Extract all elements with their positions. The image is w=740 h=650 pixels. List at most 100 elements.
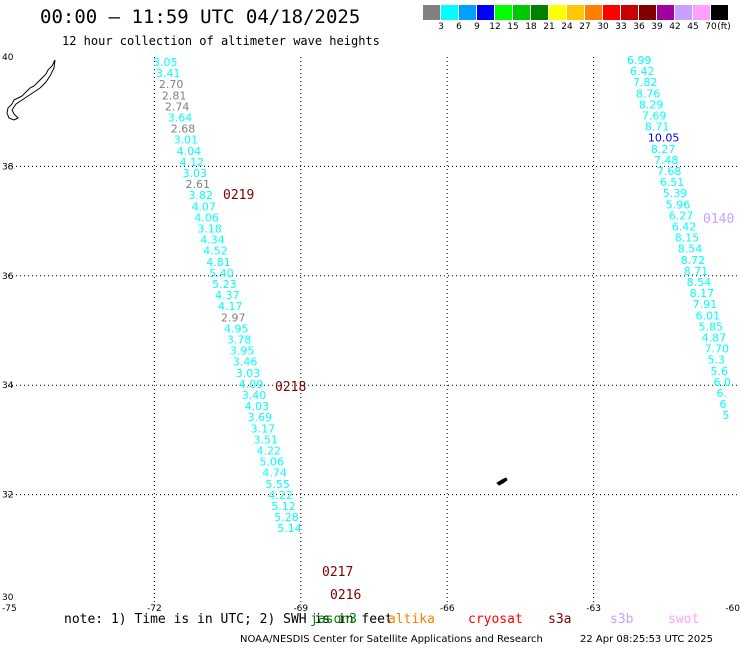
swh-value: 7.48 — [654, 154, 679, 167]
swh-value: 4.34 — [200, 234, 225, 247]
legend-swatch — [603, 5, 620, 20]
swh-value: 8.27 — [651, 143, 676, 156]
swh-value: 3.64 — [168, 112, 193, 125]
swh-value: 3.40 — [242, 389, 267, 402]
swh-value: 4.37 — [215, 289, 240, 302]
page-subtitle: 12 hour collection of altimeter wave hei… — [62, 34, 380, 48]
swh-value: 3.03 — [236, 367, 261, 380]
legend-label: 36 — [633, 22, 645, 32]
satellite-swot: swot — [668, 612, 700, 627]
swh-value: 3.17 — [251, 422, 276, 435]
swh-value: 3.03 — [183, 167, 208, 180]
swh-value: 4.07 — [191, 200, 216, 213]
satellite-jason3: jason3 — [310, 612, 357, 627]
altimeter-tracks: 3.053.412.702.812.743.642.683.014.044.12… — [153, 54, 731, 535]
legend-label: 70 — [705, 22, 717, 32]
swh-value: 7.82 — [633, 76, 658, 89]
swh-value: 4.22 — [257, 445, 282, 458]
legend-swatch — [567, 5, 584, 20]
legend-label: 6 — [456, 22, 462, 32]
swh-value: 8.72 — [681, 254, 706, 267]
legend-swatch — [513, 5, 530, 20]
swh-value: 3.51 — [254, 433, 279, 446]
pass-time-labels: 0219 0218 0217 0216 0140 — [223, 188, 734, 603]
swh-value: 5.40 — [209, 267, 234, 280]
lat-tick-label: 30 — [2, 593, 14, 603]
swh-value: 3.95 — [230, 345, 255, 358]
lon-tick-label: -63 — [586, 604, 601, 614]
legend-swatch — [693, 5, 710, 20]
legend-label: 27 — [579, 22, 591, 32]
swh-value: 5.12 — [271, 500, 296, 513]
swh-value: 4.09 — [239, 378, 263, 391]
swh-value: 3.46 — [233, 356, 258, 369]
swh-value: 2.97 — [221, 311, 246, 324]
legend-label: 3 — [438, 22, 444, 32]
swh-value: 3.41 — [156, 67, 181, 80]
satellite-altika: altika — [388, 612, 435, 627]
swh-value: 7.68 — [657, 165, 682, 178]
legend-swatch — [711, 5, 728, 20]
swh-value: 6.99 — [627, 54, 652, 67]
swh-value: 3.05 — [153, 56, 178, 69]
swh-value: 8.54 — [687, 276, 712, 289]
generated-timestamp: 22 Apr 08:25:53 UTC 2025 — [580, 634, 713, 645]
coastline — [6, 59, 508, 486]
lon-tick-label: -75 — [2, 604, 17, 614]
swh-value: 5.23 — [212, 278, 237, 291]
legend-unit: (ft) — [717, 22, 731, 32]
swh-value: 8.76 — [636, 87, 661, 100]
legend-swatch — [495, 5, 512, 20]
swh-value: 4.03 — [245, 400, 270, 413]
swh-value: 6.42 — [630, 65, 655, 78]
page-title: 00:00 – 11:59 UTC 04/18/2025 — [40, 6, 361, 28]
swh-value: 3.69 — [248, 411, 273, 424]
swh-value: 2.81 — [162, 89, 187, 102]
legend-swatch — [621, 5, 638, 20]
pass-time-label: 0140 — [703, 212, 734, 227]
swh-value: 6.27 — [669, 209, 694, 222]
legend-swatch — [675, 5, 692, 20]
swh-value: 4.95 — [224, 322, 249, 335]
swh-value: 8.17 — [690, 287, 715, 300]
lon-tick-label: -72 — [147, 604, 162, 614]
lon-tick-label: -60 — [725, 604, 740, 614]
legend-label: 18 — [525, 22, 537, 32]
swh-value: 8.54 — [678, 243, 703, 256]
swh-value: 4.17 — [218, 300, 243, 313]
legend-swatch — [549, 5, 566, 20]
swh-value: 8.71 — [645, 121, 670, 134]
swh-value: 10.05 — [648, 132, 680, 145]
swh-value: 5.06 — [259, 456, 284, 469]
swh-value: 4.87 — [702, 332, 727, 345]
pass-time-label: 0219 — [223, 188, 254, 203]
satellite-cryosat: cryosat — [468, 612, 523, 627]
legend-label: 39 — [651, 22, 663, 32]
swh-value: 5.55 — [265, 478, 290, 491]
lat-tick-label: 34 — [2, 381, 14, 391]
legend-label: 45 — [687, 22, 699, 32]
legend-label: 12 — [489, 22, 501, 32]
swh-value: 3.18 — [197, 223, 222, 236]
swh-value: 5.96 — [666, 198, 691, 211]
swh-value: 6.51 — [660, 176, 685, 189]
swh-value: 2.68 — [171, 123, 196, 136]
swh-value: 7.69 — [642, 110, 667, 123]
swh-value: 5.3 — [708, 354, 726, 367]
legend-swatch — [477, 5, 494, 20]
swh-value: 5.85 — [699, 320, 724, 333]
swh-value: 8.71 — [684, 265, 709, 278]
legend-label: 21 — [543, 22, 555, 32]
swh-value: 7.70 — [705, 343, 730, 356]
swh-value: 2.61 — [186, 178, 211, 191]
lat-tick-label: 38 — [2, 162, 14, 172]
lat-tick-label: 36 — [2, 272, 14, 282]
swh-value: 5.28 — [274, 511, 299, 524]
swh-value: 6 — [719, 398, 726, 411]
legend-label: 42 — [669, 22, 681, 32]
swh-value: 5 — [722, 409, 729, 422]
swh-value: 6.42 — [672, 221, 697, 234]
lat-tick-label: 40 — [2, 53, 14, 63]
swh-value: 6.01 — [696, 309, 721, 322]
legend-swatch — [441, 5, 458, 20]
